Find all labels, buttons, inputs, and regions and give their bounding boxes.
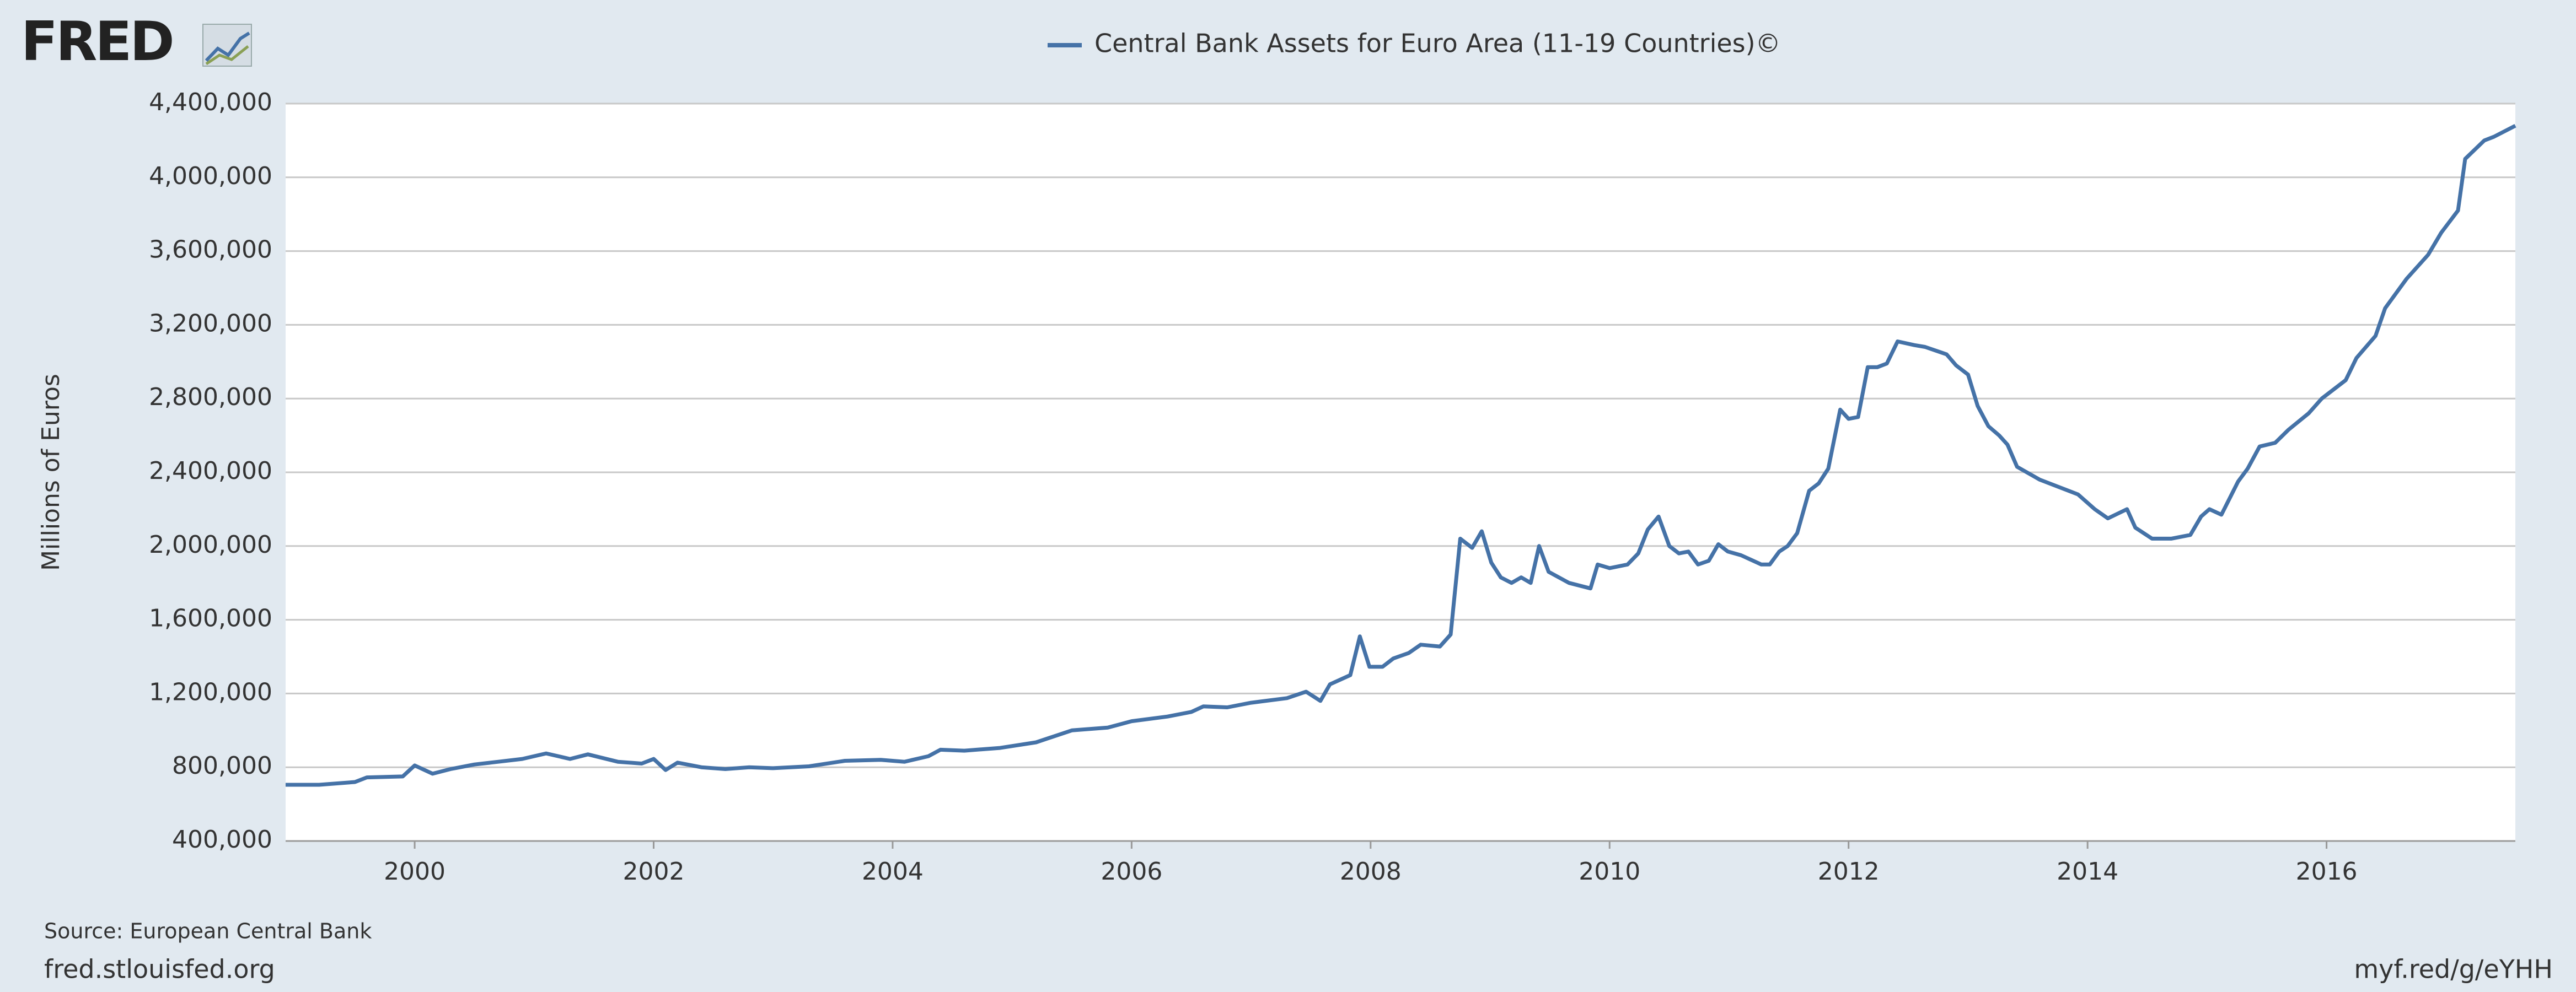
logo-icon: [202, 24, 252, 67]
x-tick-label: 2012: [1818, 858, 1880, 886]
y-tick-label: 3,200,000: [149, 309, 272, 337]
x-tick-label: 2014: [2057, 858, 2118, 886]
short-url[interactable]: myf.red/g/eYHH: [2354, 955, 2553, 984]
x-tick-label: 2010: [1579, 858, 1640, 886]
y-tick-label: 3,600,000: [149, 236, 272, 264]
x-tick-label: 2004: [862, 858, 924, 886]
y-tick-label: 1,600,000: [149, 605, 272, 633]
legend-label: Central Bank Assets for Euro Area (11-19…: [1094, 29, 1781, 58]
y-tick-label: 2,800,000: [149, 383, 272, 411]
x-tick-label: 2006: [1101, 858, 1162, 886]
series-line: [286, 123, 2516, 787]
x-tick-label: 2000: [384, 858, 446, 886]
y-tick-label: 1,200,000: [149, 678, 272, 706]
site[interactable]: fred.stlouisfed.org: [44, 955, 275, 984]
x-tick-label: 2016: [2296, 858, 2358, 886]
x-tick-label: 2002: [623, 858, 685, 886]
x-tick-label: 2008: [1340, 858, 1402, 886]
y-tick-label: 4,400,000: [149, 88, 272, 116]
y-axis-label: Millions of Euros: [37, 374, 65, 571]
y-tick-label: 400,000: [172, 826, 272, 854]
logo[interactable]: FRED: [21, 10, 175, 73]
source: Source: European Central Bank: [44, 919, 372, 944]
y-tick-label: 2,400,000: [149, 457, 272, 485]
y-tick-label: 2,000,000: [149, 531, 272, 559]
y-tick-label: 4,000,000: [149, 162, 272, 190]
y-tick-label: 800,000: [172, 752, 272, 780]
